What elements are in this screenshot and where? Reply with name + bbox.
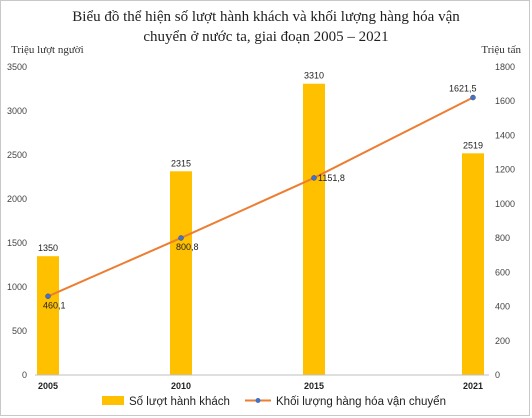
x-tick-label-2021: 2021: [463, 381, 483, 391]
y-right-tick-label-5: 1000: [495, 199, 515, 209]
y-right-tick-label-3: 600: [495, 267, 510, 277]
y-right-tick-label-2: 400: [495, 302, 510, 312]
x-axis-ticks: 2005 2010 2015 2021: [38, 381, 483, 391]
legend-line-marker: [255, 398, 261, 403]
bar-2010: [170, 171, 192, 375]
y-left-tick-label-1: 500: [12, 326, 27, 336]
y-left-tick-label-2: 1000: [7, 282, 27, 292]
line-point-2021: [470, 94, 476, 101]
y-axis-left-label: Triệu lượt người: [11, 44, 84, 56]
y-axis-right-ticks: 0 200 400 600 800 1000 1200 1400 1600 1800: [495, 62, 515, 380]
line-point-2010: [178, 235, 184, 241]
line-value-label-2015: 1151,8: [318, 173, 345, 183]
y-right-tick-label-4: 800: [495, 233, 510, 243]
legend-bar-label: Số lượt hành khách: [129, 396, 230, 408]
legend: Số lượt hành khách Khối lượng hàng hóa v…: [102, 396, 446, 408]
bar-value-label-2010: 2315: [171, 158, 191, 168]
line-path: [47, 96, 474, 298]
line-point-2015: [311, 175, 317, 181]
x-tick-label-2005: 2005: [38, 381, 58, 391]
line-value-label-2005: 460,1: [43, 300, 66, 310]
y-left-tick-label-6: 3000: [7, 106, 27, 116]
x-tick-label-2015: 2015: [304, 381, 324, 391]
line-point-2005: [45, 293, 51, 300]
chart-title-line-1: Biểu đồ thể hiện số lượt hành khách và k…: [72, 9, 460, 25]
line-value-label-2010: 800,8: [176, 242, 199, 252]
bar-2005: [37, 256, 59, 375]
y-left-tick-label-4: 2000: [7, 194, 27, 204]
bar-value-label-2021: 2519: [463, 140, 483, 150]
bar-value-label-2005: 1350: [38, 243, 58, 253]
x-tick-label-2010: 2010: [171, 381, 191, 391]
y-right-tick-label-7: 1400: [495, 130, 515, 140]
bar-series: 1350 2315 3310 2519: [37, 71, 484, 375]
bar-2021: [462, 153, 484, 375]
y-left-tick-label-7: 3500: [7, 62, 27, 72]
legend-bar-swatch: [102, 396, 124, 405]
y-right-tick-label-9: 1800: [495, 62, 515, 72]
y-right-tick-label-0: 0: [495, 370, 500, 380]
y-axis-right-label: Triệu tấn: [481, 44, 521, 56]
y-axis-left-ticks: 0 500 1000 1500 2000 2500 3000 3500: [7, 62, 27, 380]
legend-line-label: Khối lượng hàng hóa vận chuyển: [276, 396, 446, 408]
bar-value-label-2015: 3310: [304, 71, 324, 81]
chart-title-line-2: chuyển ở nước ta, giai đoạn 2005 – 2021: [143, 29, 388, 45]
y-left-tick-label-0: 0: [22, 370, 27, 380]
line-value-label-2021: 1621,5: [449, 84, 477, 94]
y-left-tick-label-3: 1500: [7, 238, 27, 248]
y-right-tick-label-6: 1200: [495, 165, 515, 175]
bar-2015: [303, 83, 325, 375]
y-right-tick-label-1: 200: [495, 336, 510, 346]
line-series: 460,1 800,8 1151,8 1621,5: [43, 84, 477, 311]
y-right-tick-label-8: 1600: [495, 96, 515, 106]
y-left-tick-label-5: 2500: [7, 150, 27, 160]
